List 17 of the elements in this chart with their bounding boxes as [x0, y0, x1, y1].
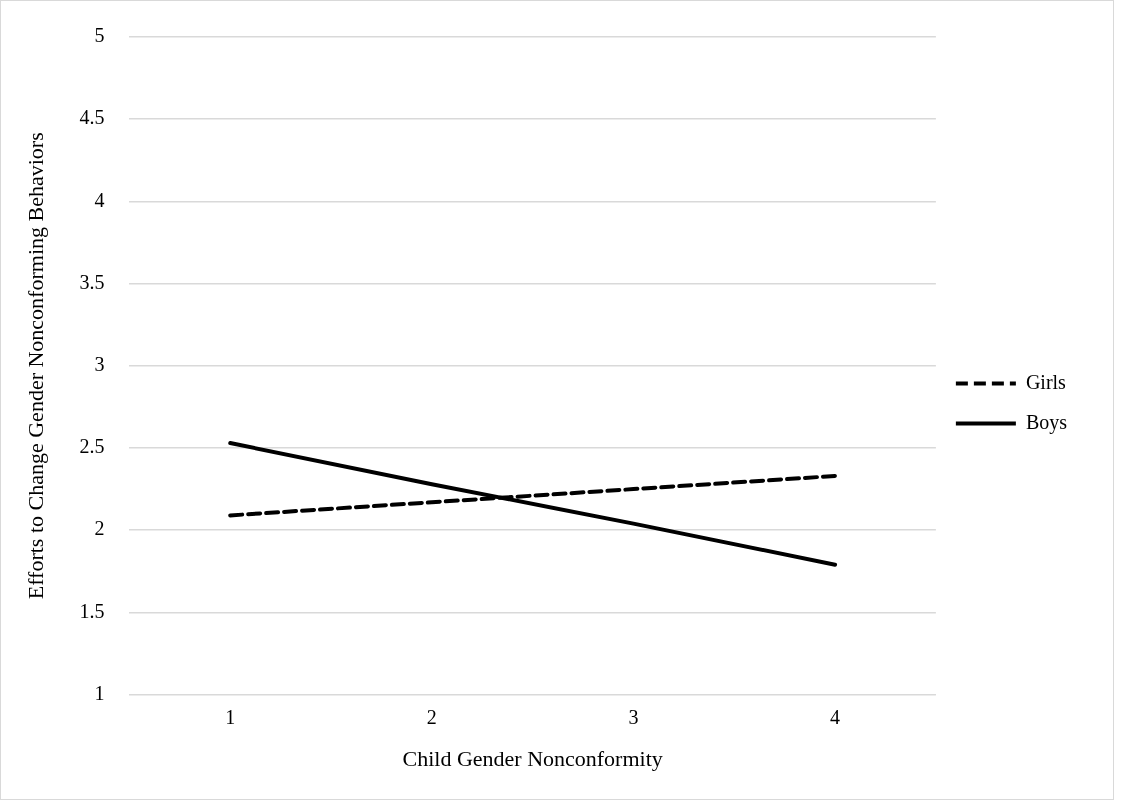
y-tick-label: 1.5 — [79, 599, 105, 622]
x-tick-label: 3 — [628, 705, 639, 728]
x-tick-label: 1 — [225, 705, 236, 728]
x-axis-title: Child Gender Nonconformity — [402, 745, 663, 771]
y-axis-title: Efforts to Change Gender Nonconforming Behaviors — [22, 132, 48, 600]
legend-label: Girls — [1025, 370, 1067, 393]
x-tick-label: 4 — [830, 705, 841, 728]
y-tick-label: 3 — [94, 353, 105, 376]
x-tick-label: 2 — [426, 705, 437, 728]
y-tick-label: 4 — [94, 188, 105, 211]
y-tick-label: 4.5 — [79, 106, 105, 129]
y-tick-label: 2 — [94, 517, 105, 540]
y-tick-label: 2.5 — [79, 435, 105, 458]
y-tick-label: 3.5 — [79, 270, 105, 293]
legend-label: Boys — [1025, 410, 1068, 434]
y-tick-label: 5 — [94, 24, 105, 47]
y-tick-label: 1 — [94, 681, 105, 704]
